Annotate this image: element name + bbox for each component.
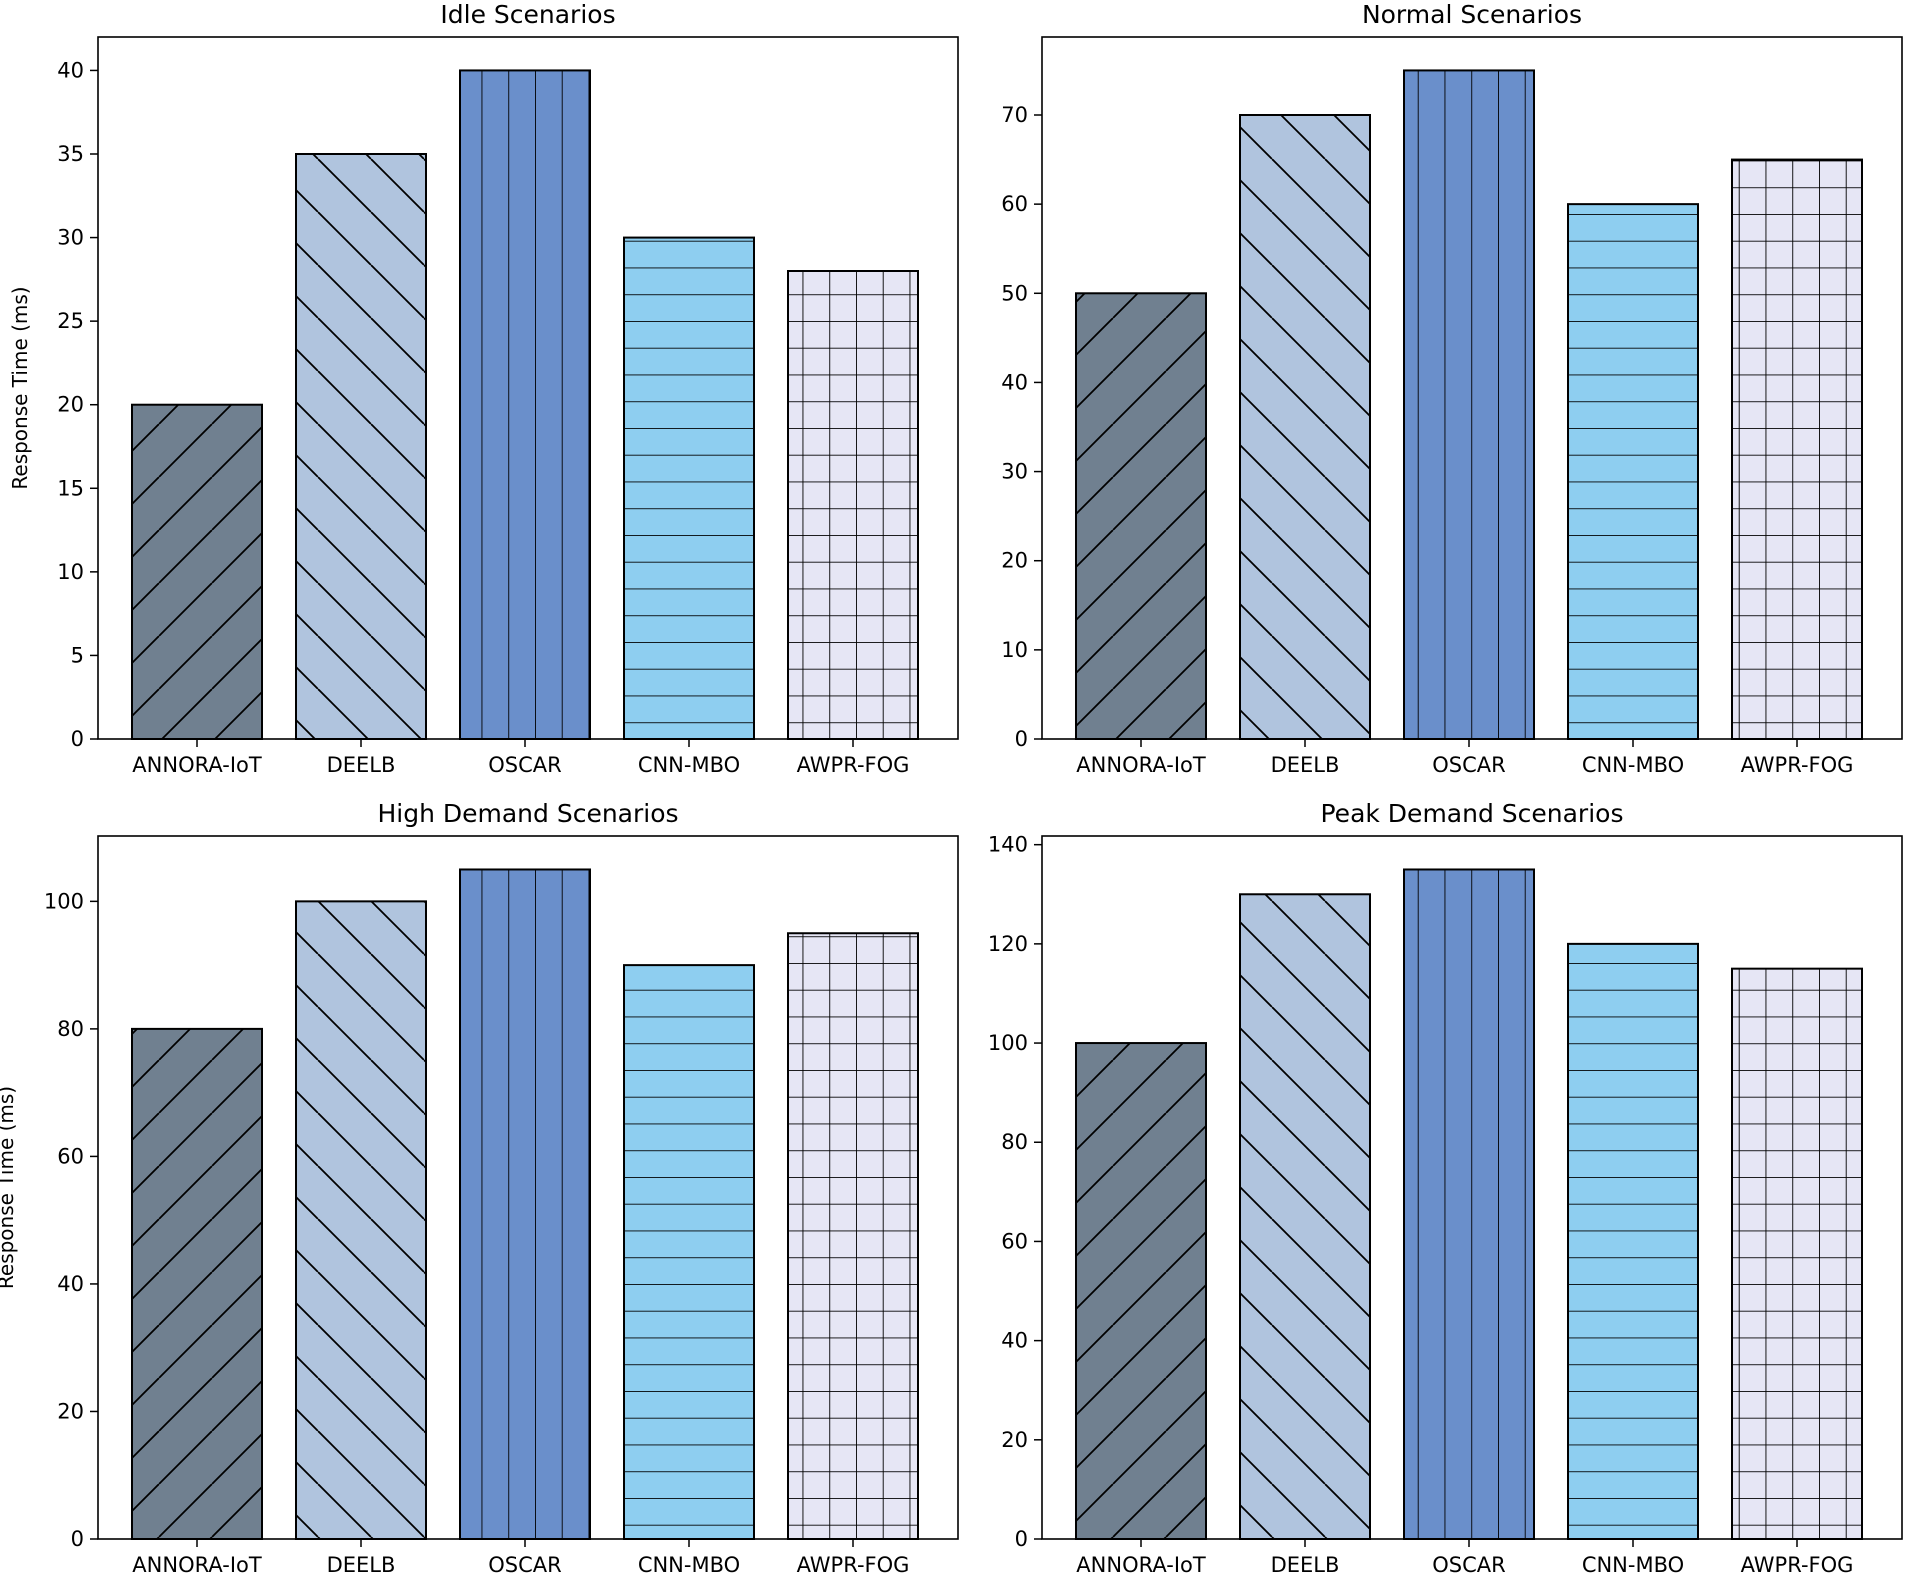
bar-cnn-mbo (1567, 203, 1699, 740)
x-tick-label: DEELB (327, 753, 396, 777)
subplot-2: ANNORA-IoT DEELB OSCAR CNN-MBO AWPR-FOG 0 10 20… (1001, 0, 1903, 777)
y-tick-label: 100 (44, 889, 84, 913)
x-tick-label: ANNORA-IoT (1076, 1553, 1206, 1574)
x-tick-label: DEELB (327, 1553, 396, 1574)
y-tick-label: 100 (988, 1031, 1028, 1055)
chart-title: Idle Scenarios (440, 0, 615, 29)
subplot-1: ANNORA-IoT DEELB OSCAR CNN-MBO AWPR-FOG 0 5 10 1… (8, 0, 959, 777)
y-tick-label: 20 (57, 1399, 84, 1423)
y-tick-label: 0 (1015, 727, 1028, 751)
bar-deelb (295, 153, 427, 740)
x-tick-label: DEELB (1271, 753, 1340, 777)
y-tick-label: 40 (57, 1272, 84, 1296)
x-tick-label: ANNORA-IoT (132, 1553, 262, 1574)
y-tick-label: 80 (1001, 1130, 1028, 1154)
y-tick-label: 0 (71, 727, 84, 751)
y-tick-label: 80 (57, 1017, 84, 1041)
x-tick-label: CNN-MBO (638, 753, 740, 777)
y-tick-label: 0 (71, 1527, 84, 1551)
bar-annora-iot (131, 403, 263, 740)
y-tick-label: 15 (57, 476, 84, 500)
subplot-4: ANNORA-IoT DEELB OSCAR CNN-MBO AWPR-FOG 0 20 40… (988, 799, 1903, 1574)
x-tick-label: OSCAR (1432, 753, 1505, 777)
y-axis-label: Response Time (ms) (8, 286, 32, 489)
y-tick-label: 20 (57, 393, 84, 417)
y-tick-label: 140 (988, 833, 1028, 857)
x-tick-label: OSCAR (488, 1553, 561, 1574)
y-tick-label: 40 (57, 58, 84, 82)
y-tick-label: 120 (988, 932, 1028, 956)
x-tick-label: OSCAR (488, 753, 561, 777)
x-tick-label: AWPR-FOG (1741, 1553, 1854, 1574)
bar-oscar (1403, 69, 1535, 740)
axes-frame (97, 835, 959, 1540)
bar-annora-iot (1075, 292, 1207, 740)
y-tick-label: 60 (57, 1144, 84, 1168)
axes-frame (97, 36, 959, 740)
bar-annora-iot (1075, 1042, 1207, 1540)
bar-oscar (459, 69, 591, 740)
bar-deelb (295, 900, 427, 1540)
bar-awpr-fog (1731, 158, 1863, 741)
bar-cnn-mbo (623, 236, 755, 740)
y-tick-label: 10 (57, 560, 84, 584)
subplot-3: ANNORA-IoT DEELB OSCAR CNN-MBO AWPR-FOG 0 20 40… (0, 799, 959, 1574)
y-tick-label: 25 (57, 309, 84, 333)
y-tick-label: 30 (57, 226, 84, 250)
y-tick-label: 40 (1001, 1329, 1028, 1353)
y-tick-label: 35 (57, 142, 84, 166)
y-tick-label: 20 (1001, 549, 1028, 573)
x-tick-label: CNN-MBO (1582, 1553, 1684, 1574)
chart-title: High Demand Scenarios (377, 799, 678, 828)
bar-cnn-mbo (623, 964, 755, 1540)
y-tick-label: 40 (1001, 370, 1028, 394)
y-tick-label: 20 (1001, 1428, 1028, 1452)
x-tick-label: ANNORA-IoT (132, 753, 262, 777)
chart-title: Normal Scenarios (1362, 0, 1582, 29)
x-tick-label: AWPR-FOG (1741, 753, 1854, 777)
x-tick-label: AWPR-FOG (797, 1553, 910, 1574)
bar-annora-iot (131, 1027, 263, 1540)
bar-oscar (459, 868, 591, 1540)
y-tick-label: 5 (71, 643, 84, 667)
bar-awpr-fog (787, 270, 919, 740)
bar-awpr-fog (1731, 967, 1863, 1540)
axes-frame (1041, 36, 1903, 740)
chart-title: Peak Demand Scenarios (1321, 799, 1624, 828)
y-tick-label: 70 (1001, 103, 1028, 127)
y-tick-label: 30 (1001, 460, 1028, 484)
y-tick-label: 60 (1001, 192, 1028, 216)
y-axis-label: Response Time (ms) (0, 1086, 18, 1289)
y-tick-label: 50 (1001, 281, 1028, 305)
bar-oscar (1403, 868, 1535, 1540)
bar-deelb (1239, 114, 1371, 740)
axes-frame (1041, 835, 1903, 1540)
x-tick-label: OSCAR (1432, 1553, 1505, 1574)
x-tick-label: CNN-MBO (638, 1553, 740, 1574)
bar-awpr-fog (787, 932, 919, 1540)
y-tick-label: 60 (1001, 1229, 1028, 1253)
bar-cnn-mbo (1567, 942, 1699, 1540)
y-tick-label: 10 (1001, 638, 1028, 662)
y-tick-label: 0 (1015, 1527, 1028, 1551)
x-tick-label: CNN-MBO (1582, 753, 1684, 777)
x-tick-label: DEELB (1271, 1553, 1340, 1574)
bar-deelb (1239, 893, 1371, 1540)
x-tick-label: ANNORA-IoT (1076, 753, 1206, 777)
x-tick-label: AWPR-FOG (797, 753, 910, 777)
